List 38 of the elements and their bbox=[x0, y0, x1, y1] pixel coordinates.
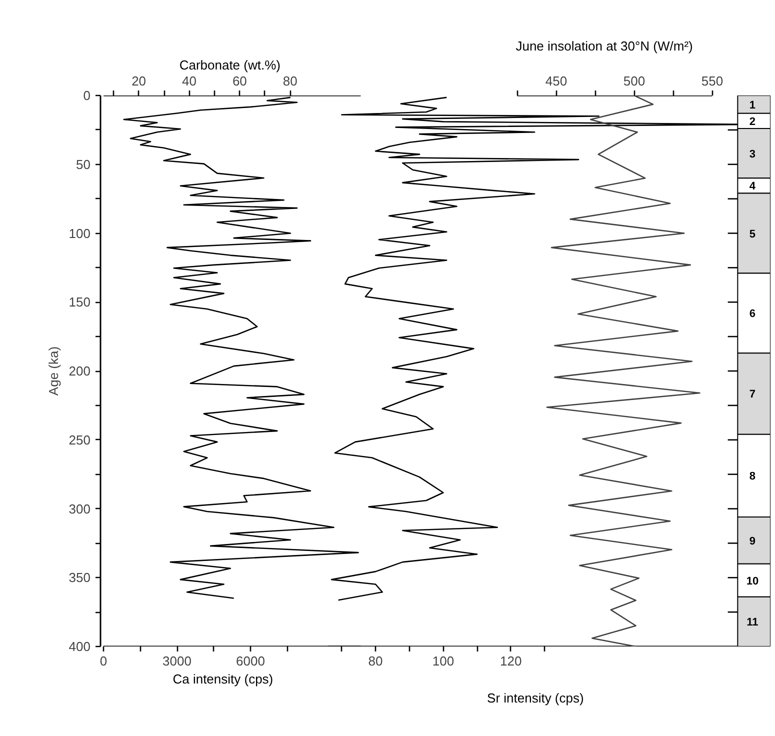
y-tick-label: 300 bbox=[68, 501, 91, 516]
x-tick-label: 6000 bbox=[236, 654, 265, 668]
y-tick-label: 250 bbox=[68, 432, 91, 448]
y-tick-label: 100 bbox=[68, 226, 91, 241]
legend-label: 8 bbox=[749, 470, 756, 483]
y-tick-label: 150 bbox=[68, 294, 91, 310]
series-label: 3 bbox=[749, 148, 756, 160]
x2-tick-label: 40 bbox=[182, 74, 196, 88]
x2-tick-label: 550 bbox=[701, 74, 724, 88]
x-tick-label: 120 bbox=[500, 654, 522, 668]
series-label: 11 bbox=[746, 616, 758, 629]
x-tick-label: 3000 bbox=[162, 654, 192, 668]
series-label: 6 bbox=[749, 308, 756, 320]
x2-tick-label: 80 bbox=[282, 74, 298, 88]
x-tick-label: 80 bbox=[368, 654, 383, 668]
legend-label: 9 bbox=[749, 535, 756, 548]
y-tick-label: 50 bbox=[76, 156, 91, 172]
y-axis-title: Age (ka) bbox=[46, 346, 61, 396]
x-axis-title: Ca intensity (cps) bbox=[172, 672, 274, 686]
x2-tick-label: 60 bbox=[232, 74, 247, 88]
x-tick-label: 0 bbox=[100, 654, 108, 668]
y-tick-label: 400 bbox=[68, 639, 91, 654]
series-label: 4 bbox=[749, 180, 756, 193]
x-tick-label: 100 bbox=[432, 654, 454, 668]
y-tick-label: 350 bbox=[68, 570, 91, 586]
legend-label: 10 bbox=[746, 575, 759, 588]
series-label: 1 bbox=[749, 99, 756, 112]
y-tick-label: 200 bbox=[68, 364, 91, 378]
x-axis-title: Sr intensity (cps) bbox=[487, 690, 584, 706]
x2-tick-label: 500 bbox=[623, 74, 646, 88]
x2-tick-label: 20 bbox=[132, 74, 146, 88]
y-tick-label: 0 bbox=[83, 88, 91, 103]
x2-axis-title: June insolation at 30°N (W/m²) bbox=[516, 38, 693, 54]
series-label: 2 bbox=[749, 116, 756, 128]
x2-axis-title: Carbonate (wt.%) bbox=[179, 58, 280, 72]
x2-tick-label: 450 bbox=[545, 74, 568, 88]
series-label: 7 bbox=[749, 388, 756, 401]
legend-label: 5 bbox=[749, 228, 756, 240]
